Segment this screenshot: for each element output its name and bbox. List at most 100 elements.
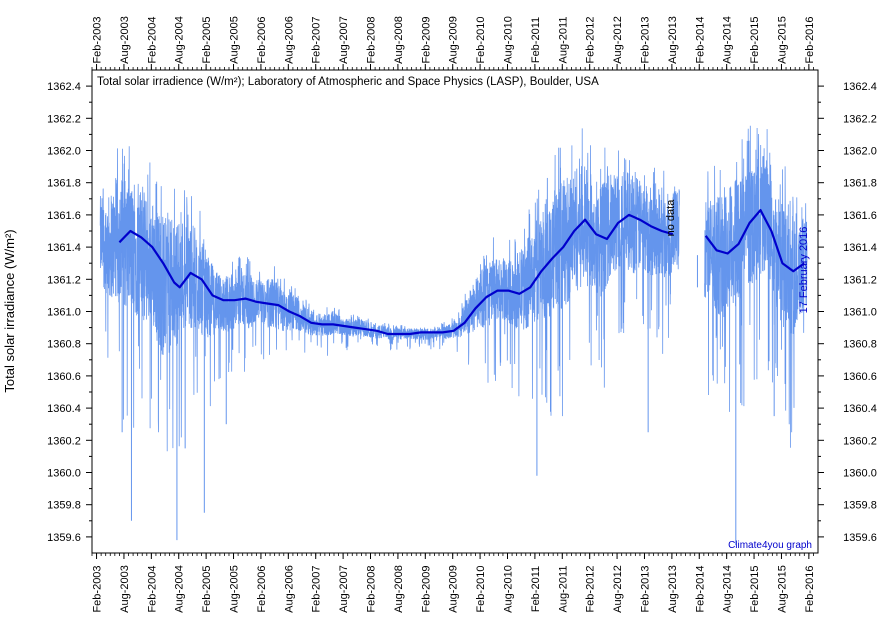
y-tick-label-right: 1360.2 — [843, 435, 877, 447]
y-tick-label-right: 1361.8 — [843, 178, 877, 190]
y-tick-label-right: 1359.6 — [843, 532, 877, 544]
x-tick-label-bottom: Feb-2004 — [146, 565, 158, 612]
x-tick-label-top: Feb-2011 — [530, 17, 542, 63]
x-tick-label-bottom: Feb-2005 — [201, 565, 213, 612]
x-tick-label-top: Aug-2015 — [776, 16, 788, 64]
daily-values-series — [99, 125, 808, 545]
x-tick-label-bottom: Aug-2014 — [722, 565, 734, 613]
y-tick-label-right: 1361.2 — [843, 274, 877, 286]
y-tick-label-left: 1361.6 — [47, 210, 81, 222]
x-tick-label-bottom: Feb-2014 — [694, 565, 706, 612]
x-axis-top: Feb-2003 Aug-2003 Feb-2004 Aug-2004 Feb-2005… — [92, 16, 816, 70]
x-tick-label-top: Aug-2011 — [557, 17, 569, 64]
x-tick-label-top: Aug-2013 — [667, 16, 679, 64]
x-tick-label-bottom: Feb-2012 — [585, 565, 597, 612]
y-tick-label-left: 1359.8 — [47, 500, 81, 512]
y-tick-label-left: 1361.0 — [47, 307, 81, 319]
x-tick-label-bottom: Aug-2009 — [448, 565, 460, 613]
chart-title: Total solar irradience (W/m²); Laborator… — [97, 76, 599, 88]
x-tick-label-top: Aug-2009 — [448, 16, 460, 64]
x-tick-label-bottom: Feb-2006 — [256, 565, 268, 612]
y-tick-label-left: 1360.4 — [47, 403, 81, 415]
no-data-label: no data — [665, 199, 677, 237]
x-tick-label-bottom: Aug-2015 — [776, 565, 788, 613]
y-tick-label-left: 1360.6 — [47, 371, 81, 383]
x-tick-label-bottom: Aug-2007 — [338, 565, 350, 613]
x-tick-label-bottom: Feb-2013 — [639, 565, 651, 612]
x-tick-label-bottom: Feb-2011 — [530, 566, 542, 612]
y-tick-label-right: 1361.6 — [843, 210, 877, 222]
daily-values-line — [99, 128, 680, 452]
y-tick-label-left: 1362.4 — [47, 81, 81, 93]
x-tick-label-top: Aug-2007 — [338, 16, 350, 64]
daily-values-line — [704, 125, 808, 448]
x-tick-label-bottom: Feb-2008 — [366, 565, 378, 612]
x-tick-label-top: Feb-2007 — [311, 16, 323, 63]
x-tick-label-bottom: Feb-2016 — [804, 565, 816, 612]
y-tick-label-left: 1362.0 — [47, 146, 81, 158]
x-tick-label-top: Aug-2006 — [283, 16, 295, 64]
y-tick-label-right: 1359.8 — [843, 500, 877, 512]
x-tick-label-bottom: Feb-2009 — [420, 565, 432, 612]
x-tick-label-bottom: Aug-2006 — [283, 565, 295, 613]
x-tick-label-bottom: Aug-2003 — [119, 565, 131, 613]
x-tick-label-bottom: Feb-2010 — [475, 565, 487, 612]
y-tick-label-right: 1362.4 — [843, 81, 877, 93]
x-tick-label-top: Feb-2003 — [92, 16, 104, 63]
x-tick-label-top: Feb-2008 — [366, 16, 378, 63]
y-tick-label-left: 1361.2 — [47, 274, 81, 286]
date-stamp: 17 February 2016 — [798, 227, 810, 314]
credit-label: Climate4you graph — [728, 540, 812, 551]
y-axis-right: 1359.6 1359.8 1360.0 1360.2 1360.4 1360.6 1360… — [818, 81, 877, 544]
y-tick-label-left: 1359.6 — [47, 532, 81, 544]
x-axis-bottom: Feb-2003 Aug-2003 Feb-2004 Aug-2004 Feb-2005… — [92, 553, 816, 613]
y-tick-label-right: 1361.4 — [843, 242, 877, 254]
x-tick-label-bottom: Feb-2015 — [749, 565, 761, 612]
x-tick-label-top: Aug-2008 — [393, 16, 405, 64]
x-tick-label-bottom: Aug-2010 — [502, 565, 514, 613]
running-mean-line — [704, 209, 805, 273]
running-mean-series — [118, 209, 805, 336]
y-tick-label-left: 1362.2 — [47, 113, 81, 125]
y-tick-label-left: 1360.0 — [47, 468, 81, 480]
y-axis-left: 1359.6 1359.8 1360.0 1360.2 1360.4 1360.6 1360… — [47, 81, 92, 544]
x-tick-label-bottom: Aug-2012 — [612, 565, 624, 613]
running-mean-line — [118, 213, 674, 336]
x-tick-label-top: Aug-2014 — [722, 16, 734, 64]
y-axis-title: Total solar irradiance (W/m²) — [2, 229, 17, 392]
x-tick-label-top: Feb-2015 — [749, 16, 761, 63]
y-tick-label-left: 1360.8 — [47, 339, 81, 351]
x-tick-label-top: Aug-2003 — [119, 16, 131, 64]
y-tick-label-right: 1360.4 — [843, 403, 877, 415]
y-tick-label-left: 1360.2 — [47, 435, 81, 447]
y-tick-label-right: 1360.0 — [843, 468, 877, 480]
y-tick-label-left: 1361.8 — [47, 178, 81, 190]
x-tick-label-top: Feb-2013 — [639, 16, 651, 63]
x-tick-label-top: Feb-2004 — [146, 16, 158, 63]
y-tick-label-right: 1361.0 — [843, 307, 877, 319]
y-tick-label-right: 1360.6 — [843, 371, 877, 383]
x-tick-label-top: Aug-2004 — [174, 16, 186, 64]
y-tick-label-right: 1360.8 — [843, 339, 877, 351]
x-tick-label-top: Feb-2014 — [694, 16, 706, 63]
x-tick-label-bottom: Aug-2005 — [229, 565, 241, 613]
x-tick-label-bottom: Aug-2004 — [174, 565, 186, 613]
x-tick-label-top: Feb-2005 — [201, 16, 213, 63]
x-tick-label-top: Feb-2012 — [585, 16, 597, 63]
x-tick-label-bottom: Aug-2013 — [667, 565, 679, 613]
x-tick-label-top: Feb-2010 — [475, 16, 487, 63]
x-tick-label-top: Feb-2016 — [804, 16, 816, 63]
x-tick-label-top: Aug-2012 — [612, 16, 624, 64]
x-tick-label-top: Feb-2006 — [256, 16, 268, 63]
x-tick-label-bottom: Aug-2011 — [557, 566, 569, 613]
x-tick-label-top: Feb-2009 — [420, 16, 432, 63]
y-tick-label-left: 1361.4 — [47, 242, 81, 254]
x-tick-label-bottom: Aug-2008 — [393, 565, 405, 613]
x-tick-label-top: Aug-2010 — [502, 16, 514, 64]
x-tick-label-top: Aug-2005 — [229, 16, 241, 64]
y-tick-label-right: 1362.0 — [843, 146, 877, 158]
y-tick-label-right: 1362.2 — [843, 113, 877, 125]
x-tick-label-bottom: Feb-2003 — [92, 565, 104, 612]
x-tick-label-bottom: Feb-2007 — [311, 565, 323, 612]
